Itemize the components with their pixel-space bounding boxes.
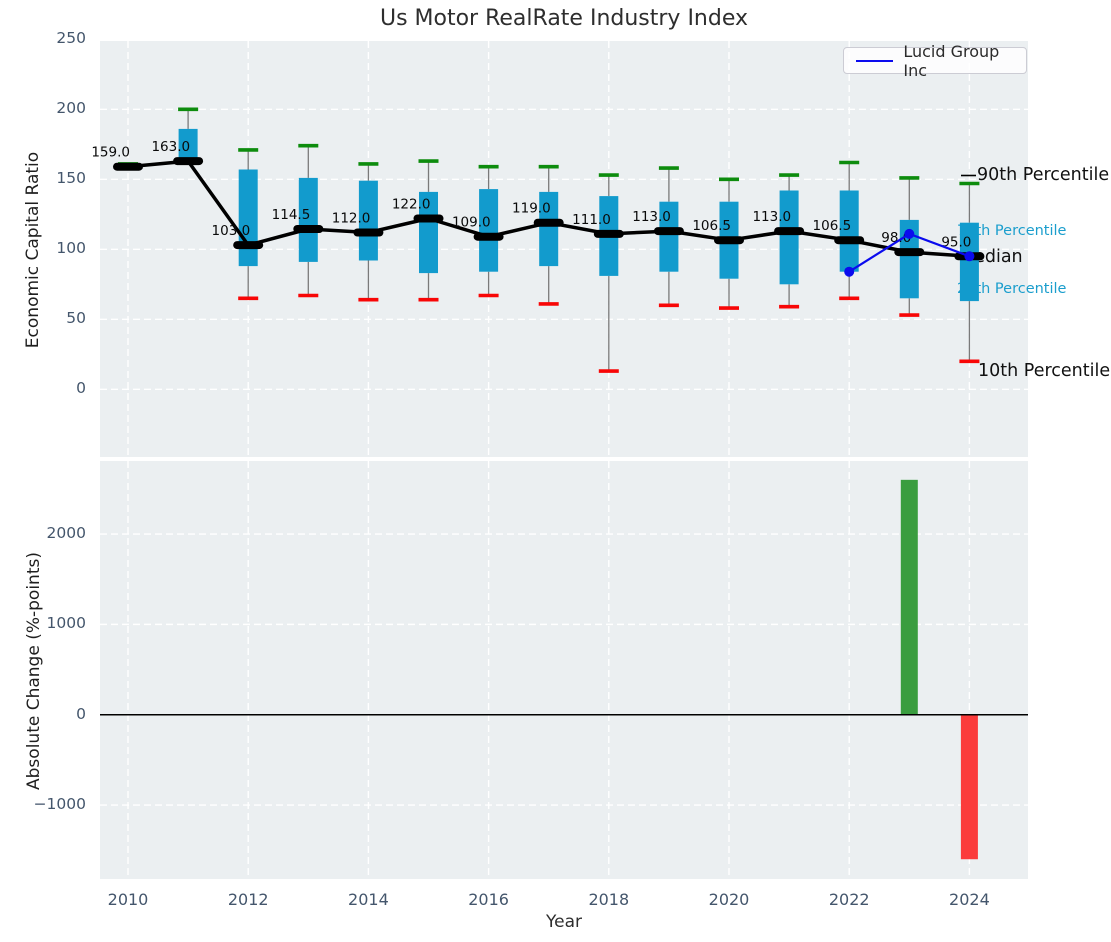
bottom-plot-area [100, 461, 1028, 879]
iqr-box-2016 [479, 189, 499, 272]
median-marker-2011 [173, 157, 204, 166]
median-marker-2023 [894, 248, 925, 257]
y-tick-label: 150 [56, 169, 86, 188]
median-marker-2016 [473, 232, 504, 241]
median-marker-2020 [714, 236, 744, 245]
median-value-label-2018: 111.0 [572, 212, 611, 228]
x-tick-label: 2016 [468, 890, 509, 909]
median-value-label-2021: 113.0 [752, 209, 791, 225]
median-marker-2012 [233, 241, 264, 250]
iqr-box-2013 [298, 177, 318, 262]
lucid-point-2022 [844, 266, 855, 277]
median-value-label-2024: 95.0 [941, 234, 971, 250]
median-marker-2019 [653, 227, 684, 236]
median-marker-2013 [293, 225, 324, 233]
bottom-y-axis-label: Absolute Change (%-points) [24, 552, 44, 790]
iqr-box-2017 [539, 191, 559, 267]
y-tick-label: 0 [76, 704, 86, 723]
y-tick-label: 50 [66, 309, 86, 328]
median-value-label-2010: 159.0 [91, 145, 130, 161]
median-marker-2022 [834, 236, 865, 245]
legend: Lucid Group Inc [843, 42, 1027, 80]
median-value-label-2019: 113.0 [632, 209, 671, 225]
median-value-label-2013: 114.5 [272, 207, 311, 223]
annotation-p75: 75th Percentile [957, 223, 1067, 239]
x-axis-label: Year [546, 912, 582, 932]
x-tick-label: 2010 [107, 890, 149, 909]
change-bar-2024 [960, 714, 978, 860]
median-value-label-2017: 119.0 [512, 201, 551, 217]
iqr-box-2014 [358, 180, 378, 261]
legend-label: Lucid Group Inc [903, 41, 1000, 80]
annotation-p10: 10th Percentile [978, 361, 1111, 381]
y-tick-label: 200 [56, 99, 86, 118]
median-value-label-2022: 106.5 [813, 218, 852, 234]
median-value-label-2015: 122.0 [392, 197, 431, 213]
x-tick-label: 2018 [588, 890, 630, 909]
y-tick-label: 100 [56, 239, 86, 258]
iqr-box-2024 [959, 222, 979, 302]
median-value-label-2023: 98.0 [881, 230, 911, 246]
y-tick-label: 0 [76, 379, 86, 398]
x-tick-label: 2022 [828, 890, 870, 909]
median-marker-2014 [353, 228, 384, 237]
lucid-point-2023 [904, 228, 915, 239]
iqr-box-2022 [839, 190, 859, 272]
median-marker-2021 [774, 227, 805, 236]
x-tick-label: 2014 [348, 890, 389, 909]
median-value-label-2020: 106.5 [692, 218, 731, 234]
y-tick-label: 2000 [46, 524, 86, 543]
iqr-box-2019 [659, 201, 679, 272]
median-value-label-2012: 103.0 [212, 223, 251, 239]
x-tick-label: 2012 [227, 890, 269, 909]
lucid-point-2024 [964, 251, 975, 262]
median-value-label-2011: 163.0 [151, 139, 190, 155]
median-marker-2015 [413, 214, 444, 223]
legend-line-swatch [856, 59, 894, 62]
annotation-p25: 25th Percentile [957, 281, 1067, 297]
chart-title: Us Motor RealRate Industry Index [379, 6, 749, 31]
annotation-p90: 90th Percentile [977, 165, 1110, 185]
x-tick-label: 2024 [949, 890, 990, 909]
median-marker-2018 [593, 229, 624, 238]
y-tick-label: 1000 [46, 614, 86, 633]
x-tick-label: 2020 [708, 890, 750, 909]
median-value-label-2016: 109.0 [452, 215, 491, 231]
iqr-box-2012 [238, 169, 258, 267]
y-tick-label: −1000 [33, 795, 86, 814]
y-tick-label: 250 [56, 29, 86, 48]
median-value-label-2014: 112.0 [332, 211, 371, 227]
iqr-box-2021 [779, 190, 799, 285]
iqr-box-2023 [899, 219, 919, 299]
median-marker-2017 [533, 218, 564, 227]
iqr-box-2015 [419, 191, 438, 274]
change-bar-2023 [900, 479, 918, 715]
median-marker-2010 [113, 162, 143, 171]
iqr-box-2011 [178, 128, 198, 162]
